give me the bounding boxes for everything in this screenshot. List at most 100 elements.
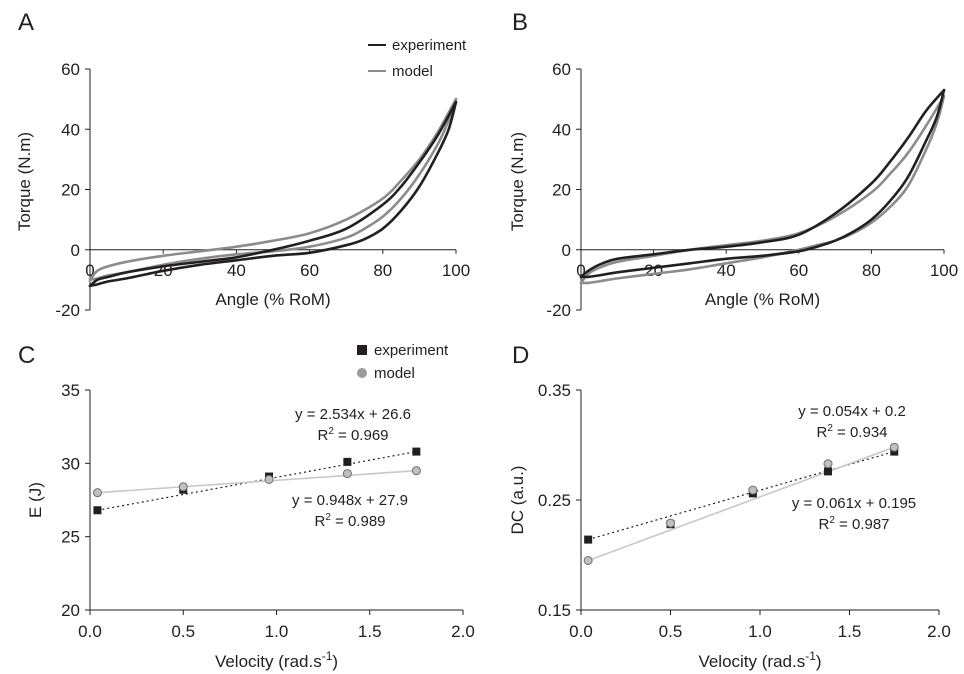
- x-axis-label-end: ): [332, 652, 338, 671]
- y-axis-label: Torque (N.m): [508, 132, 527, 231]
- point-model: [342, 469, 352, 479]
- legend-label-model: model: [392, 63, 433, 80]
- fit-r2-experiment: R2 = 0.934: [816, 423, 887, 441]
- r2-label: R: [314, 513, 325, 530]
- r2-value: = 0.934: [833, 424, 888, 441]
- point-experiment: [584, 535, 593, 544]
- r2-label: R: [818, 516, 829, 533]
- x-tick-label: 2.0: [451, 622, 475, 641]
- point-experiment: [343, 457, 352, 466]
- y-tick-label: 60: [61, 60, 80, 79]
- x-axis-label-end: ): [816, 652, 822, 671]
- point-model: [889, 442, 899, 452]
- series-model-loading: [88, 97, 458, 282]
- y-tick-label: -20: [546, 301, 571, 320]
- x-tick-label: 60: [789, 261, 808, 280]
- panel-label: B: [512, 9, 528, 36]
- fit-line-experiment: [97, 451, 417, 511]
- x-tick-label: 0.5: [171, 622, 195, 641]
- r2-label: R: [816, 424, 827, 441]
- y-tick-label: 40: [61, 120, 80, 139]
- y-tick-label: 30: [61, 454, 80, 473]
- legend-label-experiment: experiment: [392, 37, 467, 54]
- x-axis-label: Angle (% RoM): [215, 290, 330, 309]
- panel-B: B -20 0 20 40 60 0 20 40 60 80 100 Angle (% RoM) Torq…: [508, 9, 958, 320]
- x-tick-label: 60: [300, 261, 319, 280]
- fit-r2-model: R2 = 0.989: [314, 512, 385, 530]
- x-tick-label: 0.5: [659, 622, 683, 641]
- y-tick-label: 0.35: [538, 381, 571, 400]
- panel-label: A: [18, 9, 34, 36]
- fit-equation-experiment: y = 0.054x + 0.2: [798, 403, 906, 420]
- x-tick-label: 40: [227, 261, 246, 280]
- r2-value: = 0.969: [334, 427, 389, 444]
- fit-equation-model: y = 0.061x + 0.195: [792, 495, 916, 512]
- y-tick-label: 40: [552, 120, 571, 139]
- x-tick-label: 100: [442, 261, 470, 280]
- x-tick-label: 0.0: [569, 622, 593, 641]
- point-model: [178, 482, 188, 492]
- y-tick-label: 0: [71, 241, 80, 260]
- point-model: [666, 518, 675, 528]
- legend-swatch-model: [357, 368, 367, 378]
- series-experiment-loading: [579, 88, 946, 279]
- x-axis-label-sup: -1: [805, 649, 816, 663]
- x-tick-label: 20: [644, 261, 663, 280]
- panel-C: C 20 25 30 35 0.0 0.5 1.0 1.5 2.0 Velocity (rad.s-…: [18, 342, 475, 671]
- y-tick-label: 25: [61, 528, 80, 547]
- y-tick-label: 20: [61, 181, 80, 200]
- r2-value: = 0.989: [331, 513, 386, 530]
- panel-D: D 0.15 0.25 0.35 0.0 0.5 1.0 1.5 2.0 Velocity (ra…: [508, 342, 951, 671]
- point-model: [748, 485, 758, 495]
- legend-label-experiment: experiment: [374, 342, 449, 359]
- x-axis-label-main: Velocity (rad.s: [698, 652, 805, 671]
- r2-label: R: [317, 427, 328, 444]
- y-tick-label: 0.25: [538, 491, 571, 510]
- x-tick-label: 0.0: [78, 622, 102, 641]
- r2-sup: 2: [325, 512, 331, 523]
- r2-value: = 0.987: [835, 516, 890, 533]
- x-tick-label: 0: [85, 261, 94, 280]
- x-tick-label: 1.5: [358, 622, 382, 641]
- x-tick-label: 40: [717, 261, 736, 280]
- series-model-unloading: [579, 94, 946, 285]
- x-tick-label: 2.0: [927, 622, 951, 641]
- fit-r2-model: R2 = 0.987: [818, 515, 889, 533]
- fit-line-model: [97, 469, 417, 494]
- x-axis-label: Velocity (rad.s-1): [698, 649, 821, 671]
- fit-equation-model: y = 0.948x + 27.9: [292, 492, 408, 509]
- point-model: [92, 488, 102, 498]
- y-tick-label: 60: [552, 60, 571, 79]
- legend: experiment model: [368, 37, 467, 80]
- x-axis-label-main: Velocity (rad.s: [215, 652, 322, 671]
- panel-label: D: [512, 342, 529, 369]
- point-experiment: [412, 447, 421, 456]
- y-axis-label: DC (a.u.): [508, 466, 527, 535]
- series-experiment-unloading: [88, 100, 458, 288]
- panel-label: C: [18, 342, 35, 369]
- x-axis-label: Angle (% RoM): [705, 290, 820, 309]
- y-tick-label: 20: [552, 181, 571, 200]
- y-tick-label: 0: [562, 241, 571, 260]
- x-tick-label: 80: [373, 261, 392, 280]
- y-tick-label: 0.15: [538, 601, 571, 620]
- point-model: [583, 556, 593, 565]
- legend-swatch-experiment: [357, 345, 367, 355]
- r2-sup: 2: [827, 423, 833, 434]
- series-model-loading: [579, 94, 946, 285]
- x-tick-label: 1.5: [838, 622, 862, 641]
- y-tick-label: -20: [55, 301, 80, 320]
- x-tick-label: 1.0: [265, 622, 289, 641]
- point-model: [411, 466, 421, 476]
- x-tick-label: 100: [930, 261, 958, 280]
- x-tick-label: 0: [576, 261, 585, 280]
- legend: experiment model: [357, 342, 449, 382]
- series-experiment-loading: [88, 100, 458, 288]
- y-axis-label: Torque (N.m): [15, 132, 34, 231]
- r2-sup: 2: [829, 515, 835, 526]
- series-model-unloading: [88, 97, 458, 282]
- point-experiment: [824, 467, 833, 476]
- series-experiment-unloading: [579, 88, 946, 279]
